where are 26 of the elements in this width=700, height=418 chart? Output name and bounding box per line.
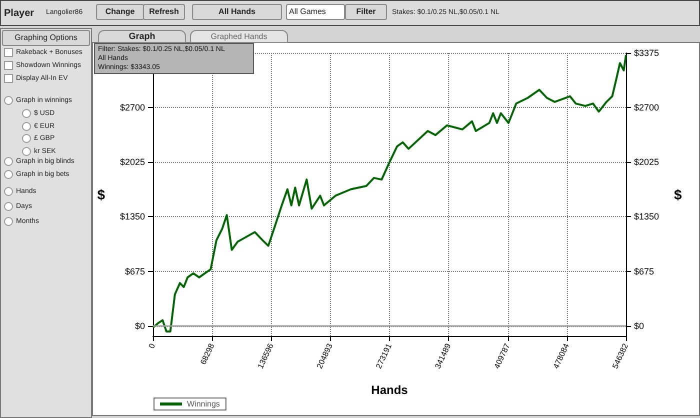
text: Refresh <box>143 4 185 20</box>
text: Graph <box>98 30 186 43</box>
x-axis-title: Hands <box>371 383 408 397</box>
y2-tick-label: $3375 <box>634 48 660 58</box>
text: Graphing Options <box>2 30 90 46</box>
x-tick-label: 68298 <box>198 342 216 366</box>
x-tick-label: 0 <box>147 342 158 350</box>
y2-tick-label: $2700 <box>634 102 660 113</box>
text: Player <box>4 8 34 19</box>
y-axis-title: $ <box>97 186 106 202</box>
text: Change <box>96 4 144 20</box>
text: All Games <box>286 4 345 20</box>
y-tick-label: $1350 <box>120 212 145 222</box>
text: Filter <box>345 4 387 20</box>
y-tick-label: $675 <box>124 266 145 276</box>
y2-tick-label: $0 <box>634 320 644 331</box>
y-tick-label: $2025 <box>120 157 145 168</box>
text: All Hands <box>192 4 282 20</box>
y2-tick-label: $2025 <box>634 157 660 168</box>
y2-axis-title: $ <box>674 186 682 202</box>
y-tick-label: $2700 <box>120 102 145 113</box>
text: Graphed Hands <box>190 30 288 43</box>
y-tick-label: $0 <box>134 320 145 331</box>
y2-tick-label: $675 <box>634 266 654 276</box>
legend-label: Winnings <box>187 400 220 408</box>
y2-tick-label: $1350 <box>634 212 660 222</box>
